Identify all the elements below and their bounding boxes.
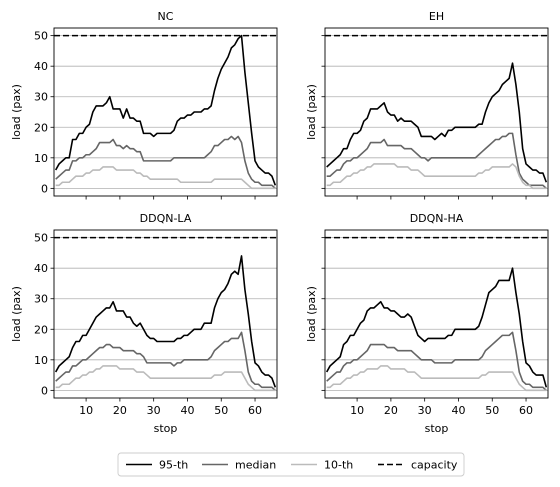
x-tick-label: 50	[485, 404, 499, 417]
legend-entry-capacity: capacity	[378, 459, 458, 472]
series-line-median	[326, 132, 547, 189]
y-axis-label: load (pax)	[305, 286, 318, 342]
series-line-p10	[326, 365, 547, 392]
series-line-p95	[54, 34, 277, 186]
x-tick-label: 30	[147, 404, 161, 417]
x-tick-label: 60	[248, 404, 262, 417]
y-tick-label: 0	[41, 384, 48, 397]
x-tick-label: 50	[214, 404, 228, 417]
axes-frame	[324, 229, 549, 399]
series-line-p95	[325, 267, 548, 388]
series-line-median	[326, 331, 547, 391]
legend-label: 10-th	[324, 459, 353, 472]
legend: 95-th median 10-th capacity	[117, 452, 465, 477]
axes-frame	[53, 27, 278, 197]
y-tick-label: 20	[34, 323, 48, 336]
x-tick-label: 10	[79, 404, 93, 417]
x-tick-label: 20	[384, 404, 398, 417]
series-line-p10	[55, 365, 276, 392]
x-tick-label: 40	[451, 404, 465, 417]
legend-label: capacity	[411, 459, 458, 472]
x-tick-label: 60	[519, 404, 533, 417]
panel-title: EH	[429, 10, 444, 23]
x-tick-label: 40	[180, 404, 194, 417]
x-tick-label: 20	[113, 404, 127, 417]
series-line-median	[55, 331, 276, 391]
legend-label: 95-th	[159, 459, 188, 472]
y-axis-label: load (pax)	[10, 84, 23, 140]
x-tick-label: 10	[350, 404, 364, 417]
panel-title: NC	[158, 10, 174, 23]
panel-title: DDQN-LA	[140, 212, 192, 225]
series-line-median	[55, 135, 276, 189]
y-tick-label: 30	[34, 91, 48, 104]
legend-entry-median: median	[202, 459, 276, 472]
y-axis-label: load (pax)	[10, 286, 23, 342]
axes-frame	[324, 27, 549, 197]
panel-ddqn-la: 0 10 20 30 40 50 10 20 30 40 50 60 DDQN-LA load (pax)…	[10, 212, 278, 435]
y-tick-label: 20	[34, 121, 48, 134]
x-axis-label: stop	[154, 422, 178, 435]
legend-label: median	[235, 459, 276, 472]
x-tick-label: 30	[418, 404, 432, 417]
y-tick-label: 10	[34, 152, 48, 165]
y-axis-label: load (pax)	[305, 84, 318, 140]
series-line-p10	[55, 166, 276, 190]
series-line-p95	[326, 62, 548, 183]
legend-entry-p10: 10-th	[291, 459, 353, 472]
series-line-p10	[326, 163, 547, 190]
axes-frame	[53, 229, 278, 399]
y-tick-label: 30	[34, 293, 48, 306]
x-axis-label: stop	[425, 422, 449, 435]
y-tick-label: 0	[41, 182, 48, 195]
panel-title: DDQN-HA	[410, 212, 464, 225]
y-tick-label: 50	[34, 232, 48, 245]
series-line-p95	[54, 255, 277, 388]
y-tick-label: 40	[34, 262, 48, 275]
panel-nc: 0 10 20 30 40 50 NC load (pax)	[10, 10, 278, 200]
y-tick-label: 40	[34, 60, 48, 73]
y-tick-label: 50	[34, 30, 48, 43]
y-tick-label: 10	[34, 354, 48, 367]
legend-entry-p95: 95-th	[126, 459, 188, 472]
panel-eh: EH load (pax)	[305, 10, 549, 200]
panel-ddqn-ha: 10 20 30 40 50 60 DDQN-HA load (pax) stop	[305, 212, 549, 435]
